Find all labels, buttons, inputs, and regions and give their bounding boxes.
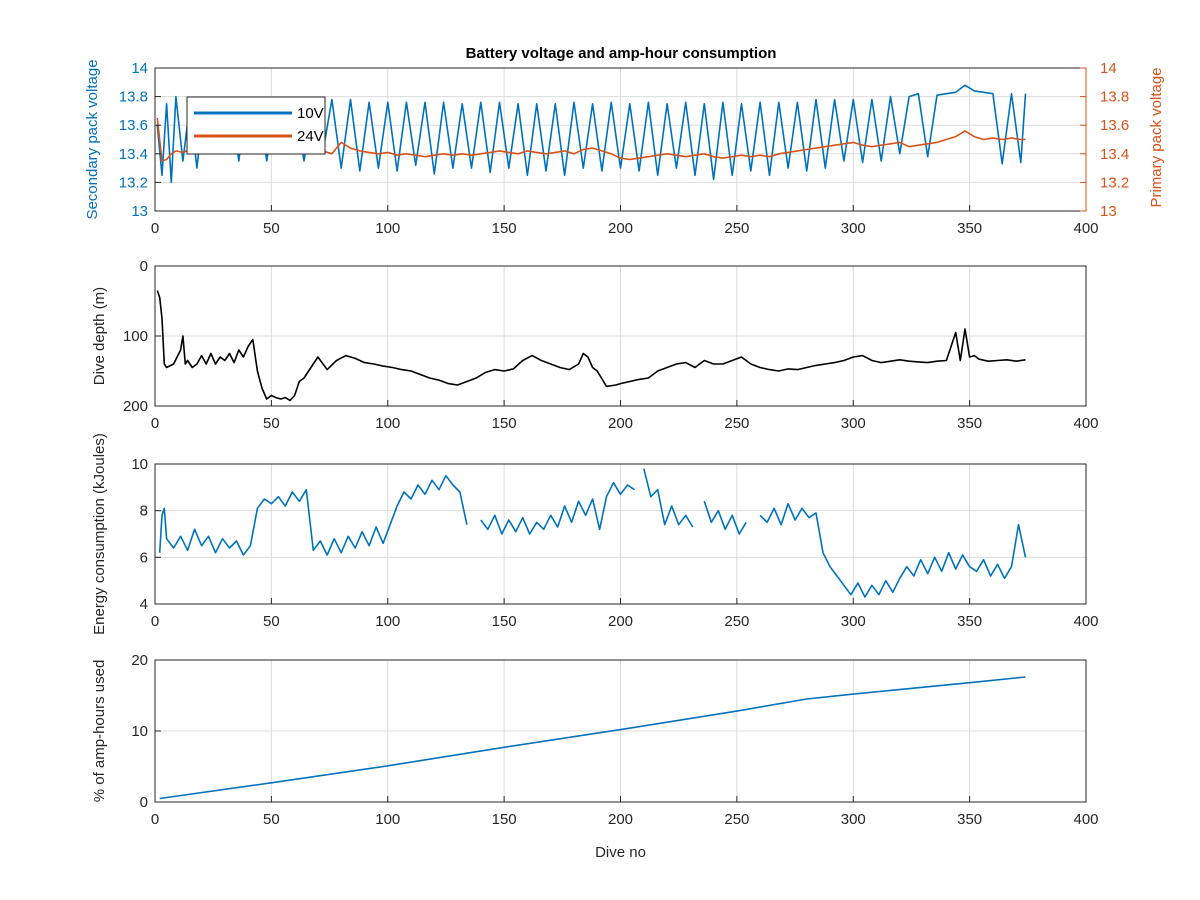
x-tick-label: 0: [151, 811, 159, 828]
y-tick-label: 13.4: [119, 146, 148, 163]
panel-energy: 0 50 100 150 200 250 300 350 400 4 6 8 10 Energy cons…: [91, 433, 1099, 635]
series-line-amphours-0: [159, 676, 1026, 800]
x-tick-label: 350: [957, 613, 982, 630]
series-line-depth-0: [156, 290, 1026, 402]
y-right-tick-label: 13.4: [1100, 146, 1129, 163]
y-tick-label: 13.8: [119, 89, 148, 106]
y-tick-label: 0: [140, 794, 148, 811]
y-axis-label: Dive depth (m): [91, 287, 108, 385]
x-tick-label: 350: [957, 811, 982, 828]
x-tick-label: 100: [375, 415, 400, 432]
y-axis-label: Energy consumption (kJoules): [91, 433, 108, 635]
x-tick-label: 400: [1073, 220, 1098, 237]
y-tick-label: 10: [131, 723, 148, 740]
series-line-energy-0-seg4: [759, 502, 1027, 598]
y-right-tick-label: 13.6: [1100, 117, 1129, 134]
x-tick-label: 250: [724, 415, 749, 432]
y-tick-label: 10: [131, 456, 148, 473]
x-tick-label: 200: [608, 613, 633, 630]
y-tick-label: 8: [140, 503, 148, 520]
x-tick-label: 250: [724, 220, 749, 237]
panel-voltage: 0 50 100 150 200 250 300 350 4001313.213.413.613…: [84, 59, 1165, 237]
x-tick-label: 0: [151, 220, 159, 237]
y-right-tick-label: 13.8: [1100, 89, 1129, 106]
legend-label-24V: 24V: [297, 128, 324, 145]
x-tick-label: 400: [1073, 415, 1098, 432]
y-tick-label: 0: [140, 258, 148, 275]
x-tick-label: 300: [841, 220, 866, 237]
x-tick-label: 250: [724, 613, 749, 630]
x-tick-label: 50: [263, 415, 280, 432]
x-tick-label: 150: [492, 811, 517, 828]
series-line-energy-0-seg2: [643, 468, 694, 528]
x-tick-label: 300: [841, 613, 866, 630]
y-tick-label: 6: [140, 549, 148, 566]
series-line-energy-0-seg3: [703, 501, 747, 535]
x-axis-label: Dive no: [595, 844, 646, 861]
y-axis-label: % of amp-hours used: [91, 660, 108, 803]
y-tick-label: 13.6: [119, 117, 148, 134]
x-tick-label: 200: [608, 220, 633, 237]
panel-depth: 0 50 100 150 200 250 300 350 400 0 100 200 Dive dept…: [91, 258, 1099, 432]
y-tick-label: 13.2: [119, 174, 148, 191]
y-right-tick-label: 14: [1100, 60, 1117, 77]
x-tick-label: 350: [957, 415, 982, 432]
y-tick-label: 100: [123, 328, 148, 345]
y-right-tick-label: 13: [1100, 203, 1117, 220]
x-tick-label: 200: [608, 415, 633, 432]
x-tick-label: 50: [263, 220, 280, 237]
x-tick-label: 400: [1073, 613, 1098, 630]
series-line-energy-0-seg1: [480, 481, 635, 535]
panel-amphours: 0 50 100 150 200 250 300 350 400 0 10 20 % of amp-ho…: [91, 652, 1099, 861]
x-tick-label: 0: [151, 613, 159, 630]
y-right-tick-label: 13.2: [1100, 174, 1129, 191]
y-tick-label: 200: [123, 398, 148, 415]
x-tick-label: 300: [841, 811, 866, 828]
y-tick-label: 4: [140, 596, 148, 613]
x-tick-label: 100: [375, 613, 400, 630]
x-tick-label: 350: [957, 220, 982, 237]
x-tick-label: 50: [263, 811, 280, 828]
x-tick-label: 0: [151, 415, 159, 432]
x-tick-label: 250: [724, 811, 749, 828]
x-tick-label: 300: [841, 415, 866, 432]
figure-title: Battery voltage and amp-hour consumption: [466, 45, 777, 62]
x-tick-label: 150: [492, 415, 517, 432]
x-tick-label: 100: [375, 811, 400, 828]
x-tick-label: 400: [1073, 811, 1098, 828]
x-tick-label: 150: [492, 613, 517, 630]
legend-box: [186, 96, 326, 155]
y-axis-label: Secondary pack voltage: [84, 59, 101, 219]
y-tick-label: 20: [131, 652, 148, 669]
legend-label-10V: 10V: [297, 105, 324, 122]
x-tick-label: 100: [375, 220, 400, 237]
panels: 0 50 100 150 200 250 300 350 4001313.213.413.613…: [84, 59, 1165, 861]
x-tick-label: 50: [263, 613, 280, 630]
x-tick-label: 150: [492, 220, 517, 237]
y-right-axis-label: Primary pack voltage: [1148, 67, 1165, 207]
series-line-energy-0-seg0: [158, 474, 468, 556]
y-tick-label: 13: [131, 203, 148, 220]
x-tick-label: 200: [608, 811, 633, 828]
y-tick-label: 14: [131, 60, 148, 77]
